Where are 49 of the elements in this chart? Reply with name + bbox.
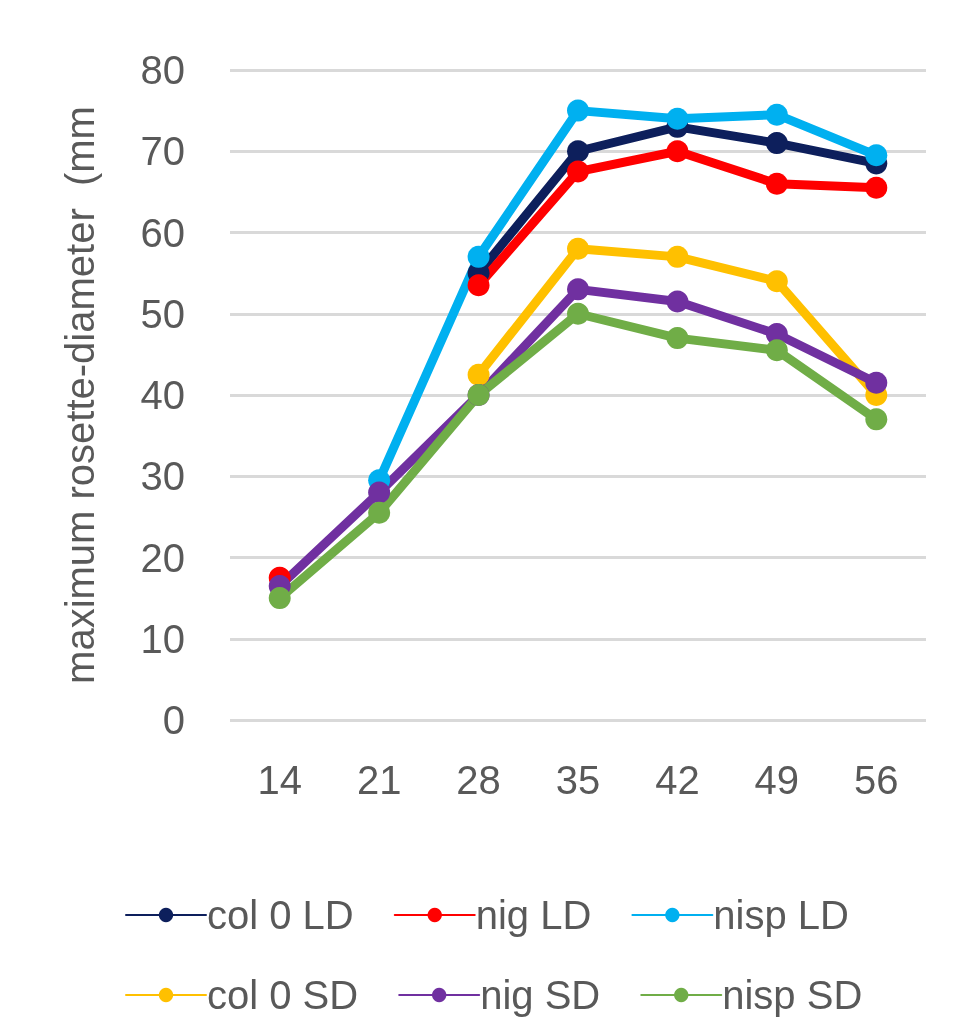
point (567, 237, 589, 260)
y-tick-label: 20 (140, 535, 185, 580)
point (865, 371, 888, 394)
x-tick-label: 28 (456, 758, 501, 802)
point (467, 274, 490, 297)
point (765, 270, 788, 293)
legend-label: nig SD (480, 973, 601, 1017)
point (567, 160, 589, 183)
point (666, 245, 689, 268)
y-tick-label: 10 (140, 616, 185, 661)
point (765, 103, 788, 126)
point (467, 245, 490, 268)
point (567, 278, 589, 301)
x-tick-label: 49 (754, 758, 800, 802)
point (765, 132, 788, 155)
y-axis-title: maximum rosette-diameter (mm (58, 106, 102, 684)
point (567, 99, 589, 122)
y-tick-label: 30 (140, 454, 185, 499)
point (765, 339, 788, 362)
y-tick-label: 40 (140, 373, 185, 417)
y-tick-label: 0 (162, 698, 185, 742)
y-tick-label: 60 (140, 210, 185, 255)
legend-label: col 0 LD (207, 893, 354, 937)
point (865, 144, 888, 167)
x-tick-label: 21 (356, 758, 402, 802)
legend-label: nig LD (475, 893, 592, 937)
y-tick-label: 70 (140, 129, 185, 174)
x-tick-label: 14 (257, 758, 302, 802)
legend-label: nisp SD (722, 973, 863, 1017)
point (666, 290, 689, 313)
point (368, 501, 391, 524)
point (865, 408, 888, 431)
point (567, 302, 589, 325)
point (865, 176, 888, 199)
point (467, 363, 490, 386)
legend-label: nisp LD (713, 893, 849, 937)
point (567, 140, 589, 163)
x-tick-label: 42 (655, 758, 700, 802)
point (666, 327, 689, 350)
point (765, 172, 788, 195)
point (368, 481, 391, 504)
point (666, 107, 689, 130)
x-tick-label: 56 (854, 758, 899, 802)
point (268, 587, 291, 610)
x-tick-label: 35 (555, 758, 601, 802)
point (666, 140, 689, 163)
y-tick-label: 50 (140, 291, 185, 336)
y-tick-label: 80 (140, 48, 185, 92)
legend-label: col 0 SD (207, 973, 359, 1017)
